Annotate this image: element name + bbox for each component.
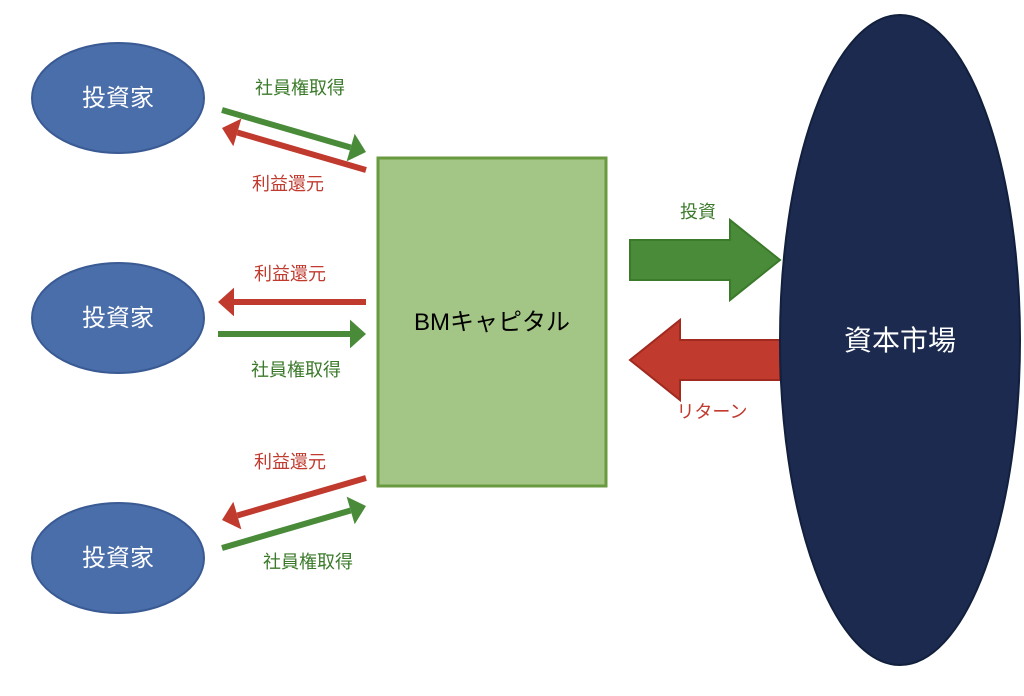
flow-diagram: 社員権取得利益還元利益還元社員権取得利益還元社員権取得投資リターン投資家投資家投… xyxy=(0,0,1024,696)
return-arrow: リターン xyxy=(630,320,780,422)
investor-label-1: 投資家 xyxy=(82,85,154,112)
invest-arrow: 投資 xyxy=(630,202,780,300)
investor-node-3: 投資家 xyxy=(32,503,204,613)
return-arrow-label: リターン xyxy=(676,402,747,422)
investor-label-2: 投資家 xyxy=(82,305,154,332)
center-to-inv2-red-label: 利益還元 xyxy=(254,264,326,284)
inv3-to-center-green: 社員権取得 xyxy=(221,497,366,572)
center-to-inv2-red: 利益還元 xyxy=(218,264,366,316)
inv1-to-center-green-label: 社員権取得 xyxy=(255,78,345,98)
investor-label-3: 投資家 xyxy=(82,545,154,572)
invest-arrow-label: 投資 xyxy=(680,202,716,222)
inv3-to-center-green-label: 社員権取得 xyxy=(263,552,353,572)
center-to-inv3-red-label: 利益還元 xyxy=(254,452,326,472)
center-to-inv3-red: 利益還元 xyxy=(222,452,367,529)
center-to-inv1-red-label: 利益還元 xyxy=(252,174,324,194)
center-label: BMキャピタル xyxy=(414,309,570,336)
inv2-to-center-green: 社員権取得 xyxy=(218,320,366,380)
investor-node-2: 投資家 xyxy=(32,263,204,373)
inv2-to-center-green-label: 社員権取得 xyxy=(251,360,341,380)
market-label: 資本市場 xyxy=(844,325,956,356)
investor-node-1: 投資家 xyxy=(32,43,204,153)
center-node: BMキャピタル xyxy=(378,158,606,486)
market-node: 資本市場 xyxy=(780,15,1020,665)
